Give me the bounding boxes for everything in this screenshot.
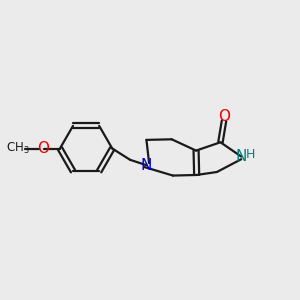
Text: CH$_3$: CH$_3$: [7, 141, 30, 156]
Text: O: O: [219, 109, 231, 124]
Text: N: N: [236, 149, 247, 164]
Text: H: H: [246, 148, 255, 161]
Text: O: O: [37, 141, 49, 156]
Text: N: N: [141, 158, 152, 173]
